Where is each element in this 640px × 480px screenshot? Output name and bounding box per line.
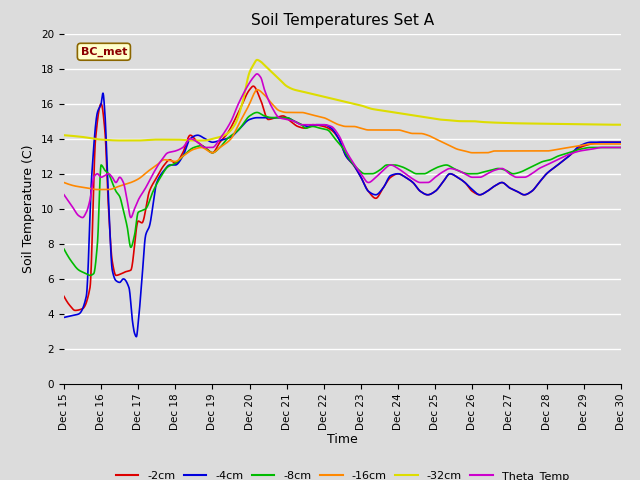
Text: BC_met: BC_met xyxy=(81,47,127,57)
Legend: -2cm, -4cm, -8cm, -16cm, -32cm, Theta_Temp: -2cm, -4cm, -8cm, -16cm, -32cm, Theta_Te… xyxy=(111,467,573,480)
Title: Soil Temperatures Set A: Soil Temperatures Set A xyxy=(251,13,434,28)
X-axis label: Time: Time xyxy=(327,433,358,446)
Y-axis label: Soil Temperature (C): Soil Temperature (C) xyxy=(22,144,35,273)
